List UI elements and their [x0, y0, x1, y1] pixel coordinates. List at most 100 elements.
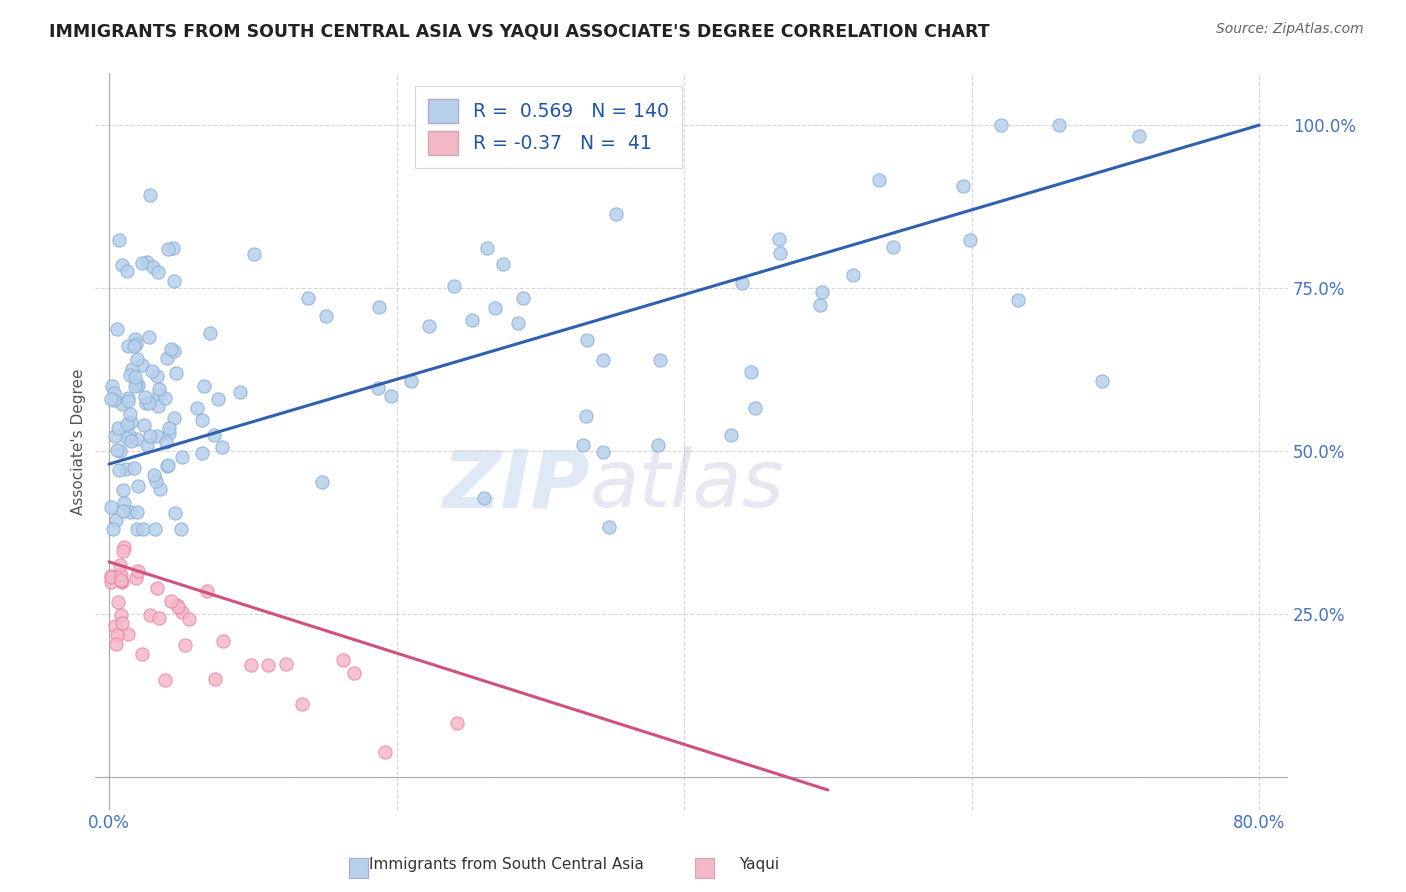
- Point: [166, 366, 188, 380]
- Point: [315, 309, 337, 323]
- Point: [115, 462, 138, 476]
- Point: [148, 382, 170, 396]
- Point: [120, 407, 142, 421]
- Point: [111, 616, 134, 631]
- Point: [125, 432, 148, 446]
- Point: [111, 483, 134, 497]
- Point: [110, 568, 132, 582]
- Point: [111, 575, 134, 590]
- Point: [100, 392, 122, 406]
- Point: [475, 241, 498, 255]
- Point: [605, 207, 627, 221]
- Point: [101, 379, 124, 393]
- Point: [125, 376, 148, 390]
- Point: [163, 274, 186, 288]
- Point: [100, 569, 122, 583]
- Point: [157, 426, 180, 441]
- Point: [170, 522, 193, 536]
- Point: [134, 418, 156, 433]
- Point: [104, 619, 127, 633]
- Point: [117, 394, 139, 409]
- Point: [508, 316, 530, 330]
- Point: [146, 582, 169, 596]
- Point: [959, 233, 981, 247]
- Point: [256, 657, 278, 672]
- Point: [124, 379, 146, 393]
- Point: [446, 715, 468, 730]
- Point: [952, 179, 974, 194]
- Point: [117, 339, 139, 353]
- Point: [202, 428, 225, 442]
- Point: [200, 326, 222, 340]
- Point: [131, 647, 153, 661]
- Point: [153, 391, 176, 405]
- Point: [107, 443, 129, 458]
- Point: [103, 393, 125, 408]
- Point: [105, 628, 128, 642]
- Point: [166, 599, 188, 614]
- Point: [120, 416, 142, 430]
- Point: [143, 467, 166, 482]
- Point: [166, 598, 188, 612]
- Point: [592, 353, 614, 368]
- Point: [156, 459, 179, 474]
- Point: [125, 505, 148, 519]
- Point: [105, 322, 128, 336]
- Point: [418, 318, 440, 333]
- Point: [1091, 375, 1114, 389]
- Text: IMMIGRANTS FROM SOUTH CENTRAL ASIA VS YAQUI ASSOCIATE'S DEGREE CORRELATION CHART: IMMIGRANTS FROM SOUTH CENTRAL ASIA VS YA…: [49, 22, 990, 40]
- Point: [122, 339, 145, 353]
- Point: [103, 385, 125, 400]
- Point: [197, 584, 219, 599]
- Point: [170, 450, 193, 465]
- Point: [153, 673, 176, 687]
- Y-axis label: Associate's Degree: Associate's Degree: [72, 368, 86, 515]
- Point: [142, 260, 165, 274]
- Point: [138, 330, 160, 344]
- Point: [240, 657, 263, 672]
- Point: [148, 400, 170, 414]
- Point: [367, 380, 389, 394]
- Point: [117, 627, 139, 641]
- Point: [882, 240, 904, 254]
- Point: [115, 431, 138, 445]
- Point: [121, 362, 143, 376]
- Point: [1047, 118, 1070, 132]
- Point: [120, 505, 142, 519]
- Point: [107, 420, 129, 434]
- Point: [125, 337, 148, 351]
- Point: [740, 365, 762, 379]
- Point: [990, 118, 1012, 132]
- Point: [122, 461, 145, 475]
- Point: [768, 232, 790, 246]
- Legend: R =  0.569   N = 140, R = -0.37   N =  41: R = 0.569 N = 140, R = -0.37 N = 41: [415, 86, 682, 168]
- Point: [173, 638, 195, 652]
- Point: [399, 374, 422, 388]
- Point: [104, 637, 127, 651]
- Text: ZIP: ZIP: [443, 447, 591, 524]
- Point: [112, 504, 135, 518]
- Point: [138, 608, 160, 623]
- Point: [125, 351, 148, 366]
- Point: [744, 401, 766, 415]
- Point: [291, 697, 314, 711]
- Text: atlas: atlas: [591, 447, 785, 524]
- Point: [492, 257, 515, 271]
- Point: [148, 265, 170, 279]
- Point: [159, 343, 181, 357]
- Point: [139, 188, 162, 202]
- Point: [343, 666, 366, 681]
- Point: [136, 438, 159, 452]
- Point: [647, 438, 669, 452]
- Point: [186, 401, 208, 415]
- Point: [110, 574, 132, 589]
- Point: [163, 410, 186, 425]
- Point: [135, 396, 157, 410]
- Point: [112, 543, 135, 558]
- Point: [368, 300, 391, 314]
- Point: [484, 301, 506, 315]
- Point: [107, 233, 129, 247]
- Point: [117, 391, 139, 405]
- Point: [111, 397, 134, 411]
- Point: [650, 353, 672, 368]
